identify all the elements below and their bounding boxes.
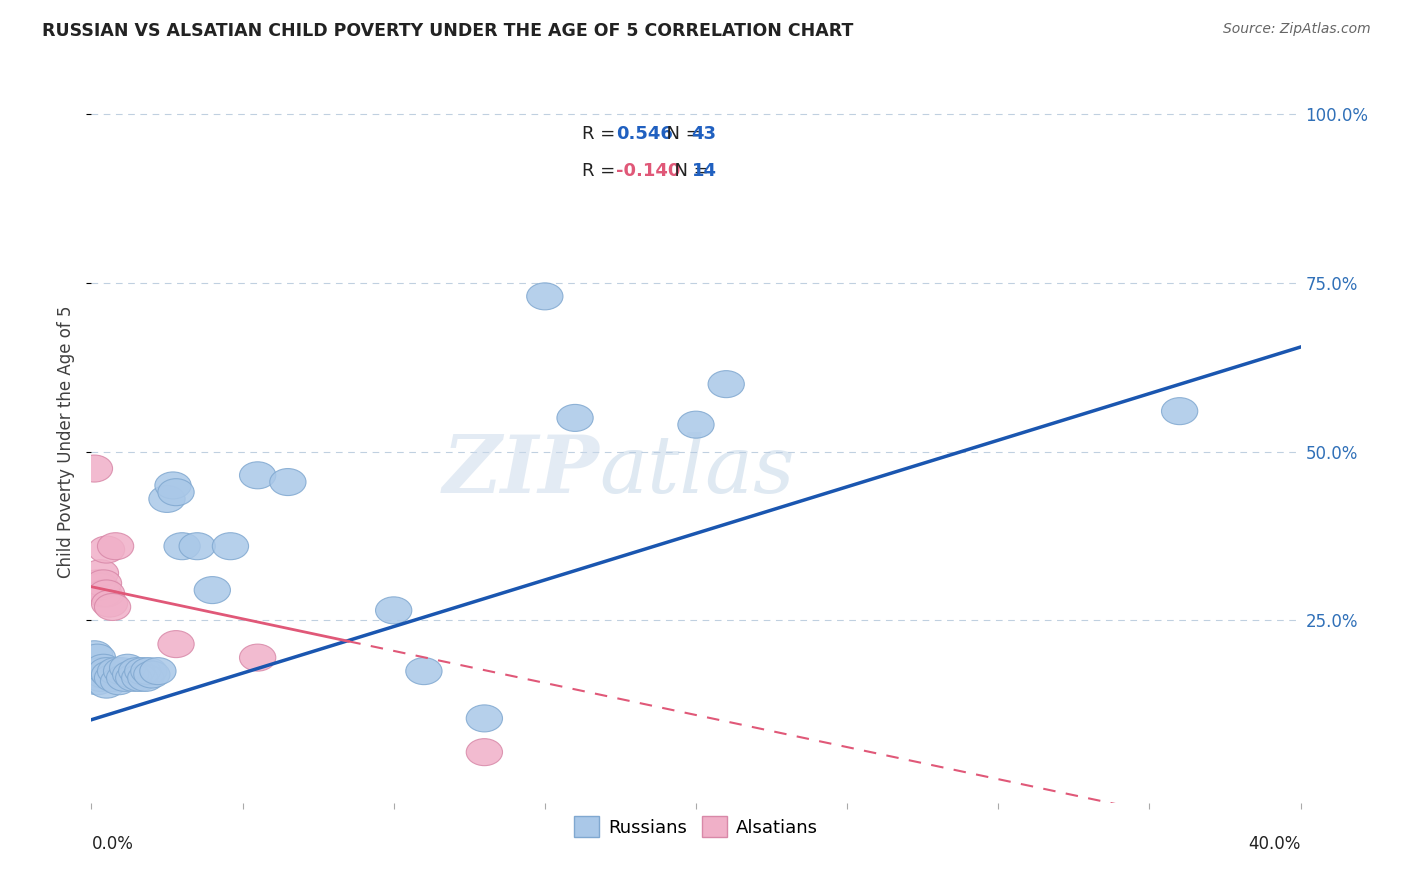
Legend: Russians, Alsatians: Russians, Alsatians bbox=[567, 809, 825, 845]
Ellipse shape bbox=[94, 665, 131, 691]
Ellipse shape bbox=[270, 468, 307, 496]
Text: 43: 43 bbox=[692, 125, 717, 143]
Ellipse shape bbox=[107, 665, 143, 691]
Text: N =: N = bbox=[655, 125, 706, 143]
Ellipse shape bbox=[131, 657, 167, 685]
Ellipse shape bbox=[212, 533, 249, 559]
Ellipse shape bbox=[112, 661, 149, 688]
Ellipse shape bbox=[100, 668, 136, 695]
Ellipse shape bbox=[467, 705, 502, 732]
Ellipse shape bbox=[134, 661, 170, 688]
Ellipse shape bbox=[83, 657, 118, 685]
Ellipse shape bbox=[79, 668, 115, 695]
Text: 40.0%: 40.0% bbox=[1249, 835, 1301, 854]
Ellipse shape bbox=[94, 593, 131, 621]
Ellipse shape bbox=[86, 661, 122, 688]
Ellipse shape bbox=[157, 631, 194, 657]
Ellipse shape bbox=[86, 580, 122, 607]
Ellipse shape bbox=[76, 455, 112, 482]
Ellipse shape bbox=[1161, 398, 1198, 425]
Text: -0.140: -0.140 bbox=[616, 162, 681, 180]
Text: ZIP: ZIP bbox=[443, 432, 599, 509]
Ellipse shape bbox=[118, 657, 155, 685]
Ellipse shape bbox=[86, 654, 122, 681]
Text: atlas: atlas bbox=[599, 432, 794, 509]
Ellipse shape bbox=[89, 580, 125, 607]
Ellipse shape bbox=[139, 657, 176, 685]
Ellipse shape bbox=[86, 570, 122, 597]
Ellipse shape bbox=[194, 576, 231, 604]
Text: N =: N = bbox=[664, 162, 714, 180]
Ellipse shape bbox=[375, 597, 412, 624]
Ellipse shape bbox=[165, 533, 200, 559]
Ellipse shape bbox=[157, 479, 194, 506]
Text: 0.546: 0.546 bbox=[616, 125, 672, 143]
Ellipse shape bbox=[239, 644, 276, 671]
Ellipse shape bbox=[97, 533, 134, 559]
Ellipse shape bbox=[91, 591, 128, 617]
Ellipse shape bbox=[121, 665, 157, 691]
Ellipse shape bbox=[83, 559, 118, 587]
Ellipse shape bbox=[79, 570, 115, 597]
Text: R =: R = bbox=[582, 162, 621, 180]
Ellipse shape bbox=[89, 657, 125, 685]
Ellipse shape bbox=[89, 671, 125, 698]
Ellipse shape bbox=[128, 665, 165, 691]
Text: R =: R = bbox=[582, 125, 621, 143]
Ellipse shape bbox=[104, 657, 139, 685]
Ellipse shape bbox=[110, 654, 146, 681]
Y-axis label: Child Poverty Under the Age of 5: Child Poverty Under the Age of 5 bbox=[58, 305, 76, 578]
Ellipse shape bbox=[155, 472, 191, 499]
Ellipse shape bbox=[149, 485, 186, 512]
Ellipse shape bbox=[709, 371, 744, 398]
Ellipse shape bbox=[557, 404, 593, 432]
Ellipse shape bbox=[79, 644, 115, 671]
Ellipse shape bbox=[406, 657, 441, 685]
Ellipse shape bbox=[91, 661, 128, 688]
Text: 0.0%: 0.0% bbox=[91, 835, 134, 854]
Text: Source: ZipAtlas.com: Source: ZipAtlas.com bbox=[1223, 22, 1371, 37]
Ellipse shape bbox=[89, 536, 125, 563]
Ellipse shape bbox=[467, 739, 502, 765]
Text: 14: 14 bbox=[692, 162, 717, 180]
Ellipse shape bbox=[678, 411, 714, 438]
Ellipse shape bbox=[179, 533, 215, 559]
Ellipse shape bbox=[239, 462, 276, 489]
Ellipse shape bbox=[527, 283, 562, 310]
Ellipse shape bbox=[115, 665, 152, 691]
Ellipse shape bbox=[125, 657, 160, 685]
Ellipse shape bbox=[83, 574, 118, 600]
Text: RUSSIAN VS ALSATIAN CHILD POVERTY UNDER THE AGE OF 5 CORRELATION CHART: RUSSIAN VS ALSATIAN CHILD POVERTY UNDER … bbox=[42, 22, 853, 40]
Ellipse shape bbox=[76, 640, 112, 668]
Ellipse shape bbox=[83, 665, 118, 691]
Ellipse shape bbox=[97, 657, 134, 685]
Ellipse shape bbox=[76, 661, 112, 688]
